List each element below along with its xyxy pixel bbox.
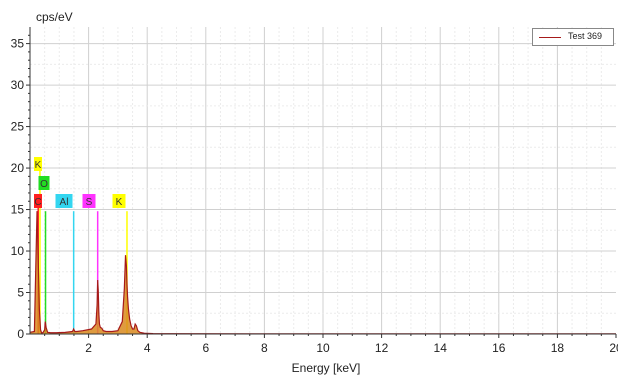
marker-label: K [35, 160, 42, 171]
legend: Test 369 [532, 28, 614, 46]
x-tick-label: 12 [375, 341, 389, 355]
legend-swatch-test-369 [539, 37, 561, 38]
grid [30, 27, 616, 334]
y-tick-label: 10 [11, 244, 25, 258]
marker-box [38, 176, 50, 190]
marker-s: S [82, 194, 96, 208]
x-tick-label: 10 [316, 341, 330, 355]
marker-k: K [34, 157, 42, 171]
x-tick-label: 8 [261, 341, 268, 355]
marker-label: S [86, 197, 93, 208]
y-tick-label: 20 [11, 161, 25, 175]
y-tick-label: 5 [17, 286, 24, 300]
marker-o: O [38, 176, 50, 190]
marker-label: Al [60, 197, 69, 208]
marker-label: O [40, 179, 48, 190]
marker-c: C [34, 194, 42, 208]
y-tick-label: 25 [11, 120, 25, 134]
marker-box [34, 194, 42, 208]
y-tick-label: 0 [17, 327, 24, 341]
marker-box [34, 157, 42, 171]
legend-label-test-369: Test 369 [568, 31, 603, 41]
y-tick-label: 15 [11, 203, 25, 217]
marker-box [82, 194, 96, 208]
marker-box [112, 194, 126, 208]
series-group [29, 211, 616, 335]
marker-box [55, 194, 73, 208]
x-tick-label: 2 [85, 341, 92, 355]
x-tick-label: 16 [492, 341, 506, 355]
x-tick-label: 4 [144, 341, 151, 355]
y-tick-label: 30 [11, 78, 25, 92]
x-tick-label: 18 [551, 341, 565, 355]
marker-label: C [34, 197, 41, 208]
series-line-0 [29, 211, 616, 335]
marker-al: Al [55, 194, 73, 208]
axes: 0 5 10 15 20 25 30 35 2 4 6 8 10 12 14 16 18 20 [11, 27, 618, 355]
x-tick-label: 20 [609, 341, 618, 355]
marker-label: K [116, 197, 123, 208]
y-tick-label: 35 [11, 37, 25, 51]
x-tick-label: 14 [434, 341, 448, 355]
x-tick-label: 6 [202, 341, 209, 355]
x-axis-label: Energy [keV] [292, 361, 361, 375]
y-axis-label: cps/eV [36, 10, 73, 24]
marker-k: K [112, 194, 126, 208]
